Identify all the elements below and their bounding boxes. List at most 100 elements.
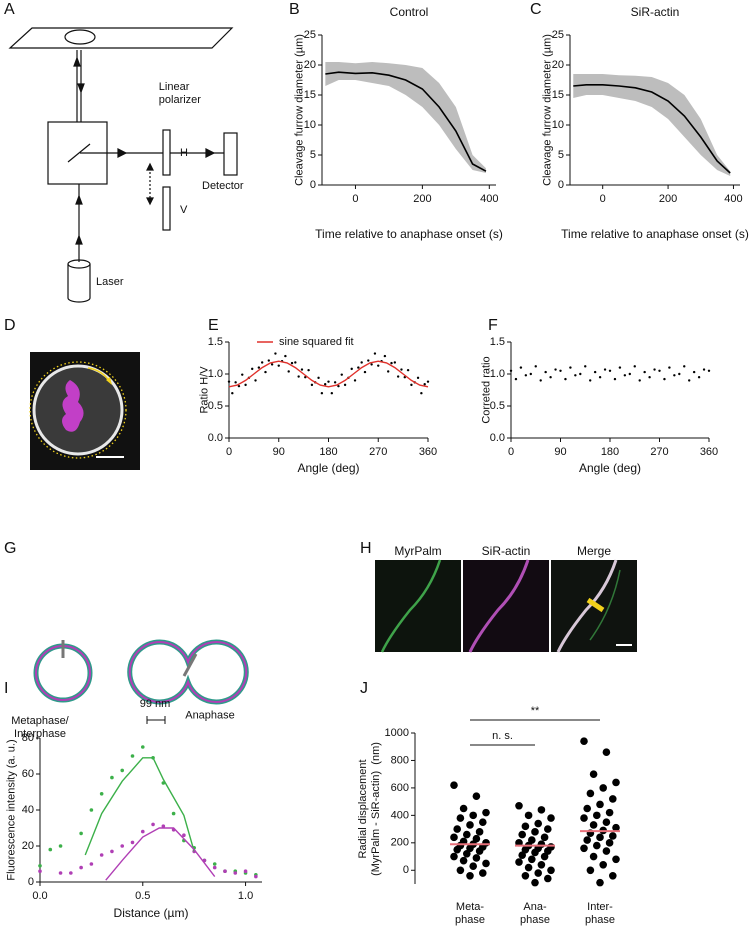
point <box>539 379 542 382</box>
point <box>524 374 528 377</box>
point <box>140 745 145 749</box>
label: Detector <box>202 180 244 192</box>
point <box>521 871 530 880</box>
point <box>579 372 582 376</box>
point <box>479 869 487 877</box>
point <box>605 808 614 817</box>
detector <box>223 132 238 176</box>
point <box>456 866 465 875</box>
point <box>58 871 63 875</box>
y-tick-label: 200 <box>391 837 409 849</box>
point <box>254 874 258 879</box>
point <box>702 368 706 371</box>
point <box>589 379 592 382</box>
point <box>524 863 533 872</box>
point <box>663 377 666 381</box>
point <box>643 370 646 374</box>
point <box>393 361 397 364</box>
point <box>469 811 478 820</box>
point <box>537 860 546 869</box>
point <box>612 778 620 787</box>
y-tick-label: 80 <box>22 732 34 744</box>
x-tick-label: 0 <box>600 193 606 205</box>
label: Linear polarizer <box>158 81 201 106</box>
point <box>596 833 604 842</box>
label: Anaphase <box>185 709 235 722</box>
point <box>387 370 390 373</box>
point <box>89 862 94 866</box>
point <box>337 384 340 388</box>
label: H <box>180 147 188 159</box>
channel-label: MyrPalm <box>394 544 441 558</box>
x-tick-label: 180 <box>601 446 619 458</box>
diagram-g <box>33 639 249 705</box>
point <box>227 380 231 383</box>
y-tick-label: 1.5 <box>208 336 223 348</box>
point <box>544 370 547 374</box>
x-axis-label: Angle (deg) <box>297 461 359 475</box>
point <box>363 370 367 374</box>
point <box>420 392 423 395</box>
point <box>270 363 274 366</box>
y-tick-label: 15 <box>304 89 316 101</box>
y-tick-label: 60 <box>22 768 34 780</box>
point <box>233 871 238 875</box>
point <box>340 373 343 376</box>
point <box>120 844 125 848</box>
point <box>531 848 539 857</box>
y-tick-label: 20 <box>22 840 34 852</box>
label: Laser <box>96 276 124 288</box>
x-tick-label: 0.5 <box>135 890 150 902</box>
point <box>531 828 539 836</box>
point <box>400 368 403 371</box>
arrow <box>73 56 81 67</box>
point <box>212 865 217 870</box>
point <box>277 364 280 367</box>
y-tick-label: 20 <box>552 59 564 71</box>
chart-title: Control <box>390 5 429 19</box>
y-tick-label: 1.0 <box>490 368 505 380</box>
point <box>257 366 261 369</box>
sample-stage <box>8 27 234 49</box>
point <box>320 392 324 395</box>
x-tick-label: 90 <box>554 446 566 458</box>
point <box>357 366 360 369</box>
diagram-a <box>8 27 238 303</box>
point <box>307 368 310 372</box>
legend-label: sine squared fit <box>279 336 354 348</box>
point <box>453 845 462 854</box>
point <box>264 370 267 374</box>
point <box>260 361 264 364</box>
point <box>540 833 549 842</box>
point <box>596 800 604 809</box>
y-tick-label: 0.0 <box>208 432 223 444</box>
x-tick-label: 400 <box>480 193 498 205</box>
panel-label: C <box>530 1 542 18</box>
point <box>323 383 327 386</box>
arrow <box>75 234 83 245</box>
arrow <box>205 148 216 158</box>
point <box>300 368 304 371</box>
line <box>105 827 216 881</box>
x-tick-label: 200 <box>413 193 431 205</box>
laser <box>67 264 91 303</box>
polarizer-h <box>162 129 171 176</box>
point <box>612 855 620 864</box>
point <box>182 833 186 837</box>
panel-label: D <box>4 317 16 334</box>
point <box>472 834 481 843</box>
y-tick-label: 0.0 <box>490 432 505 444</box>
polarizer-v <box>162 186 171 231</box>
point <box>559 369 562 372</box>
point <box>482 859 490 868</box>
point <box>79 831 83 836</box>
point <box>519 366 523 369</box>
point <box>171 811 176 816</box>
y-tick-label: 10 <box>552 119 564 131</box>
point <box>605 839 614 847</box>
point <box>416 376 420 380</box>
band <box>573 74 731 176</box>
point <box>593 841 601 850</box>
point <box>234 381 237 384</box>
y-tick-label: 0.5 <box>490 400 505 412</box>
